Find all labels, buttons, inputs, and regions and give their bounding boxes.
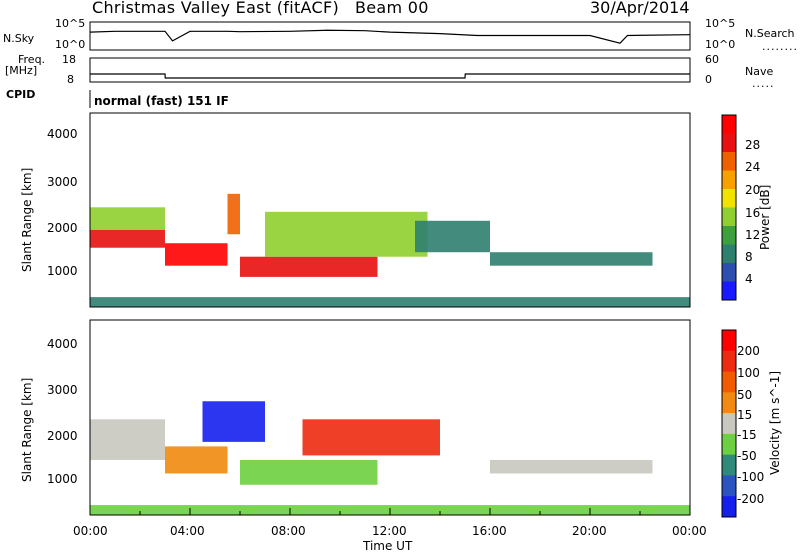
velocity-panel-region-3 xyxy=(240,459,378,485)
velocity-ytick-2000: 2000 xyxy=(47,429,78,443)
power-colorbar-label: Power [dB] xyxy=(758,184,772,250)
power-panel-region-7 xyxy=(490,252,653,266)
power-panel-region-1 xyxy=(90,207,165,230)
cpid-text: normal (fast) 151 IF xyxy=(94,94,229,108)
velocity-colorbar-swatch-8 xyxy=(722,496,736,518)
velocity-ytick-1000: 1000 xyxy=(47,472,78,486)
velocity-colorbar-swatch-6 xyxy=(722,454,736,476)
nave-tick-top: 60 xyxy=(705,53,719,66)
power-colorbar-swatch-5 xyxy=(722,207,736,227)
velocity-cb-tick-50: 50 xyxy=(737,388,753,402)
velocity-colorbar-label: Velocity [m s^-1] xyxy=(768,370,782,475)
power-cb-tick-4: 4 xyxy=(745,272,753,286)
nsky-series-line xyxy=(89,29,691,44)
power-ytick-3000: 3000 xyxy=(47,175,78,189)
velocity-colorbar-swatch-4 xyxy=(722,413,736,435)
nsky-tick-top: 10^5 xyxy=(55,17,86,30)
xaxis-label: Time UT xyxy=(363,539,413,553)
velocity-colorbar-swatch-5 xyxy=(722,433,736,456)
power-colorbar-swatch-8 xyxy=(722,263,736,282)
xtick-1600: 16:00 xyxy=(472,524,507,538)
power-panel-region-2 xyxy=(165,243,228,266)
power-colorbar-swatch-0 xyxy=(722,115,736,134)
power-panel-region-0 xyxy=(90,229,165,248)
velocity-ytick-4000: 4000 xyxy=(47,337,78,351)
velocity-cb-tick-100: 100 xyxy=(737,366,760,380)
freq-series-line xyxy=(90,73,690,79)
xtick-0000: 00:00 xyxy=(73,524,108,538)
velocity-panel-region-5 xyxy=(490,459,653,474)
velocity-panel-region-0 xyxy=(90,419,165,460)
velocity-cb-tick-15: 15 xyxy=(737,408,753,422)
power-panel-region-8 xyxy=(90,297,690,307)
velocity-colorbar-swatch-2 xyxy=(722,371,736,393)
power-colorbar-swatch-6 xyxy=(722,226,736,245)
velocity-colorbar-swatch-7 xyxy=(722,475,736,497)
nsearch-tick-bottom: 10^0 xyxy=(705,38,736,51)
xtick-2400: 00:00 xyxy=(672,524,707,538)
freq-frame xyxy=(89,57,691,83)
nsearch-tick-top: 10^5 xyxy=(705,17,736,30)
velocity-cb-tick-neg50: -50 xyxy=(737,449,757,463)
power-ytick-4000: 4000 xyxy=(47,127,78,141)
power-ytick-1000: 1000 xyxy=(47,264,78,278)
velocity-colorbar-swatch-1 xyxy=(722,350,736,373)
xtick-1200: 12:00 xyxy=(372,524,407,538)
power-colorbar-swatch-1 xyxy=(722,133,736,153)
freq-tick-top: 18 xyxy=(62,53,76,66)
power-panel-region-3 xyxy=(227,193,240,235)
power-colorbar-swatch-4 xyxy=(722,189,736,208)
power-colorbar-frame xyxy=(721,114,737,301)
freq-tick-bottom: 8 xyxy=(67,73,74,86)
velocity-panel-region-2 xyxy=(202,401,265,442)
velocity-colorbar-swatch-0 xyxy=(722,330,736,352)
power-panel-region-4 xyxy=(240,256,378,277)
cpid-label: CPID xyxy=(6,88,36,101)
power-panel-region-5 xyxy=(265,211,428,257)
velocity-panel-frame xyxy=(89,319,691,516)
power-ylabel: Slant Range [km] xyxy=(20,167,34,272)
xtick-0800: 08:00 xyxy=(271,524,306,538)
power-ytick-2000: 2000 xyxy=(47,221,78,235)
nave-label: Nave xyxy=(745,65,774,78)
power-colorbar-swatch-3 xyxy=(722,170,736,190)
freq-label-2: [MHz] xyxy=(5,64,38,77)
power-colorbar-swatch-9 xyxy=(722,281,736,301)
date-label: 30/Apr/2014 xyxy=(590,0,690,17)
power-panel-region-6 xyxy=(415,220,490,253)
nsearch-label: N.Search xyxy=(745,27,795,40)
beam-label: Beam 00 xyxy=(355,0,429,17)
freq-label-1: Freq. xyxy=(18,53,46,66)
nsky-tick-bottom: 10^0 xyxy=(55,38,86,51)
velocity-cb-tick-neg15: -15 xyxy=(737,428,757,442)
power-cb-tick-24: 24 xyxy=(745,160,761,174)
nave-legend-dots: ..... xyxy=(752,77,775,90)
velocity-panel-region-4 xyxy=(302,419,440,456)
nave-tick-bottom: 0 xyxy=(705,73,712,86)
power-cb-tick-20: 20 xyxy=(745,183,761,197)
velocity-colorbar-frame xyxy=(721,329,737,518)
nsearch-legend-dots: ........ xyxy=(762,40,798,53)
power-colorbar-swatch-7 xyxy=(722,244,736,264)
power-colorbar-swatch-2 xyxy=(722,152,736,171)
xtick-0400: 04:00 xyxy=(170,524,205,538)
power-cb-tick-16: 16 xyxy=(745,206,761,220)
chart-title: Christmas Valley East (fitACF) xyxy=(92,0,340,17)
power-cb-tick-12: 12 xyxy=(745,228,761,242)
xtick-2000: 20:00 xyxy=(572,524,607,538)
velocity-cb-tick-neg100: -100 xyxy=(737,470,765,484)
power-panel-frame xyxy=(89,112,691,308)
power-cb-tick-28: 28 xyxy=(745,138,761,152)
velocity-ylabel: Slant Range [km] xyxy=(20,377,34,482)
velocity-ytick-3000: 3000 xyxy=(47,383,78,397)
velocity-colorbar-swatch-3 xyxy=(722,392,736,414)
power-cb-tick-8: 8 xyxy=(745,250,753,264)
velocity-cb-tick-neg200: -200 xyxy=(737,492,765,506)
nsky-label: N.Sky xyxy=(3,32,35,45)
nsky-frame xyxy=(89,21,691,51)
velocity-cb-tick-200: 200 xyxy=(737,344,760,358)
velocity-panel-region-1 xyxy=(165,446,228,474)
